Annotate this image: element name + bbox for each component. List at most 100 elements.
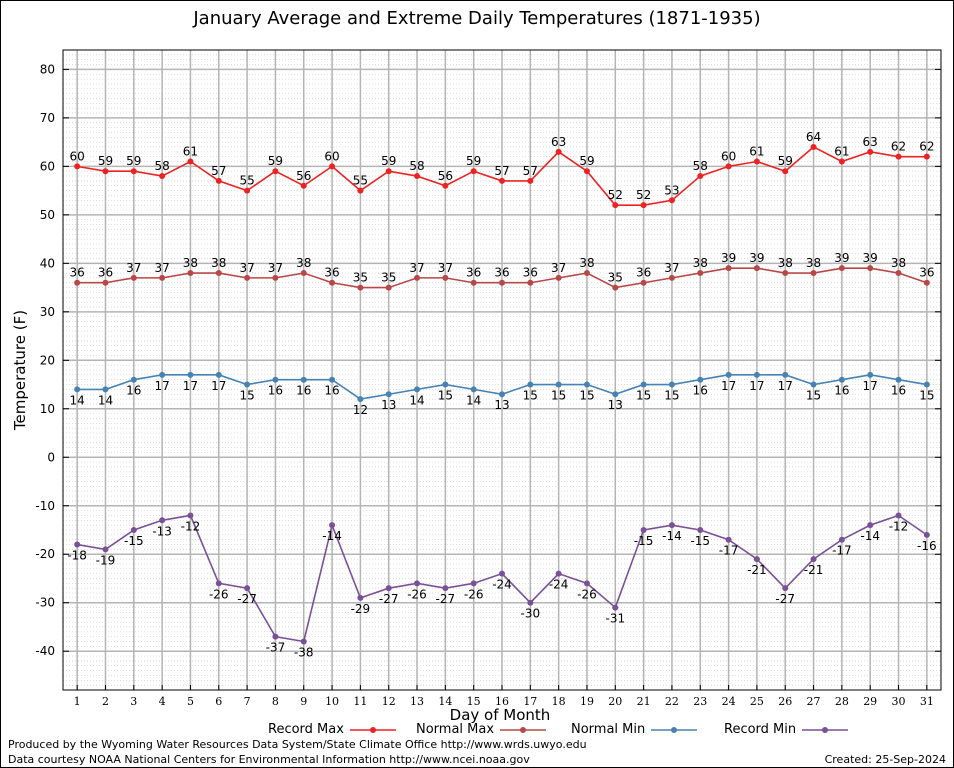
data-label: 17 [749,379,764,393]
data-point [668,522,675,529]
data-point [244,585,251,592]
data-label: 35 [608,271,623,285]
data-point [329,279,336,286]
x-tick-label: 21 [637,695,651,708]
legend-item-normal-min: Normal Min [571,722,698,737]
data-point [74,386,81,393]
data-label: 15 [551,389,566,403]
x-tick-label: 24 [722,695,736,708]
data-point [102,279,109,286]
data-label: 38 [183,256,198,270]
data-point [187,371,194,378]
data-label: 17 [183,379,198,393]
data-label: -29 [351,602,371,616]
data-point [187,158,194,165]
y-tick-label: 50 [40,208,55,222]
data-point [782,371,789,378]
data-label: -37 [266,641,286,655]
x-tick-label: 7 [244,695,251,708]
x-tick-label: 9 [300,695,307,708]
data-label: 14 [409,393,424,407]
x-tick-label: 28 [835,695,849,708]
data-point [130,376,137,383]
data-label: -14 [322,529,342,543]
data-label: 37 [438,261,453,275]
data-label: -17 [832,544,852,558]
data-point [555,570,562,577]
data-label: 64 [806,130,821,144]
x-tick-label: 3 [130,695,137,708]
data-label: -14 [860,529,880,543]
data-label: 38 [778,256,793,270]
x-tick-label: 16 [495,695,509,708]
data-label: -38 [294,646,314,660]
data-point [612,391,619,398]
data-label: 57 [211,164,226,178]
data-label: 52 [608,188,623,202]
data-point [753,158,760,165]
data-label: -18 [67,549,87,563]
data-point [753,556,760,563]
data-point [130,168,137,175]
data-label: 60 [70,149,85,163]
data-label: 17 [721,379,736,393]
data-point [130,527,137,533]
data-point [527,177,534,184]
data-label: 59 [268,154,283,168]
data-label: 15 [664,389,679,403]
data-point [697,270,704,277]
x-tick-label: 4 [159,695,166,708]
data-point [159,274,166,281]
x-tick-label: 27 [807,695,821,708]
x-tick-label: 13 [410,695,424,708]
legend-label: Normal Min [571,722,646,737]
data-label: -15 [634,534,654,548]
data-point [612,284,619,291]
data-point [414,580,421,587]
data-label: 58 [154,159,169,173]
data-point [810,556,817,563]
data-label: 38 [296,256,311,270]
data-point [385,284,392,291]
data-point [640,202,647,209]
data-label: 37 [126,261,141,275]
data-point [640,279,647,286]
data-label: 61 [183,145,198,159]
data-point [782,585,789,592]
legend-item-record-min: Record Min [724,722,849,737]
data-point [923,531,930,538]
data-label: -15 [124,534,144,548]
data-label: -26 [407,587,427,601]
data-point [810,143,817,150]
y-tick-label: 0 [47,450,55,464]
data-point [442,274,449,281]
data-point [442,381,449,388]
legend-swatch [500,726,547,733]
data-point [867,371,874,378]
data-point [385,168,392,175]
data-label: 62 [919,140,934,154]
data-label: -26 [209,587,229,601]
data-label: 17 [863,379,878,393]
y-tick-label: -10 [35,499,55,513]
data-point [74,163,81,170]
data-point [329,163,336,170]
x-tick-label: 5 [187,695,194,708]
data-point [810,381,817,388]
data-label: 59 [579,154,594,168]
data-label: 16 [693,384,708,398]
data-label: 16 [834,384,849,398]
data-label: 16 [296,384,311,398]
legend: Record Max Normal Max Normal Min Record … [0,722,954,740]
x-tick-label: 12 [382,695,396,708]
data-point [838,376,845,383]
data-point [527,279,534,286]
data-label: 57 [494,164,509,178]
data-label: -16 [917,539,937,553]
data-label: 14 [70,393,85,407]
data-label: 36 [523,266,538,280]
data-label: 15 [438,389,453,403]
data-label: -27 [775,592,795,606]
data-label: 16 [891,384,906,398]
